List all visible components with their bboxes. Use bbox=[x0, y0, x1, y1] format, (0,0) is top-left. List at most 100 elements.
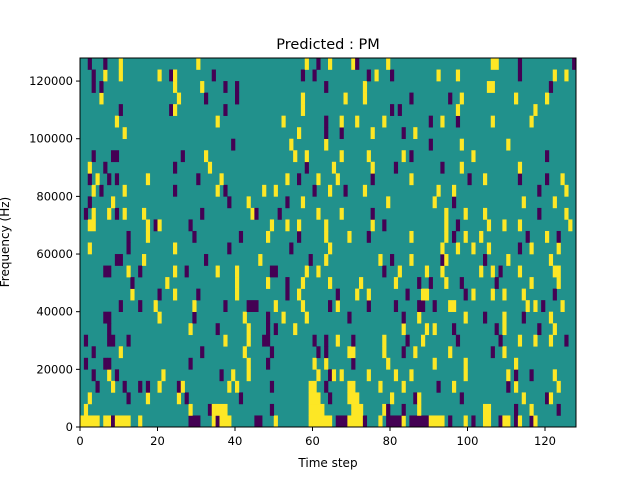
heatmap-cell bbox=[173, 161, 178, 174]
heatmap-cell bbox=[211, 403, 216, 416]
x-tick-label: 120 bbox=[534, 434, 556, 448]
heatmap-cell bbox=[347, 311, 352, 324]
y-tick-label: 80000 bbox=[36, 189, 73, 203]
heatmap-cell bbox=[204, 150, 209, 163]
heatmap-cell bbox=[548, 334, 554, 347]
heatmap-cell bbox=[514, 369, 519, 382]
heatmap-cell bbox=[266, 277, 271, 289]
heatmap-cell bbox=[440, 265, 445, 278]
heatmap-cell bbox=[91, 81, 96, 93]
heatmap-cell bbox=[432, 323, 437, 336]
heatmap-cell bbox=[250, 207, 255, 220]
heatmap-cell bbox=[471, 415, 476, 428]
heatmap-cell bbox=[83, 403, 89, 416]
heatmap-cell bbox=[374, 69, 379, 82]
heatmap-cell bbox=[211, 69, 216, 82]
heatmap-cell bbox=[215, 115, 220, 128]
heatmap-cell bbox=[324, 81, 329, 93]
heatmap-cell bbox=[483, 311, 488, 324]
heatmap-cell bbox=[157, 380, 162, 393]
heatmap-cell bbox=[91, 184, 96, 197]
heatmap-cell bbox=[552, 323, 557, 336]
heatmap-cell bbox=[436, 69, 441, 82]
heatmap-cell bbox=[463, 357, 468, 370]
heatmap-cell bbox=[297, 230, 302, 243]
heatmap-cell bbox=[386, 58, 391, 70]
heatmap-cell bbox=[328, 184, 333, 197]
heatmap-cell bbox=[192, 230, 197, 243]
heatmap-cell bbox=[483, 173, 488, 186]
heatmap-cell bbox=[390, 254, 395, 266]
heatmap-cell bbox=[339, 369, 344, 382]
heatmap-cell bbox=[545, 230, 550, 243]
heatmap-cell bbox=[564, 207, 569, 220]
heatmap-cell bbox=[324, 254, 329, 266]
heatmap-cell bbox=[432, 300, 437, 312]
heatmap-cell bbox=[103, 161, 108, 174]
heatmap-cell bbox=[564, 184, 569, 197]
heatmap-cell bbox=[366, 300, 371, 312]
heatmap-cell bbox=[304, 150, 309, 163]
heatmap-cell bbox=[258, 254, 263, 266]
heatmap-cell bbox=[343, 92, 348, 105]
heatmap-cell bbox=[161, 369, 166, 382]
heatmap-cell bbox=[517, 69, 523, 82]
heatmap-cell bbox=[316, 265, 321, 278]
heatmap-cell bbox=[114, 254, 123, 266]
heatmap-cell bbox=[289, 138, 294, 151]
heatmap-cell bbox=[293, 150, 298, 163]
heatmap-cell bbox=[525, 300, 530, 312]
heatmap-cell bbox=[99, 184, 104, 197]
heatmap-cell bbox=[308, 403, 325, 416]
heatmap-cell bbox=[246, 334, 251, 347]
heatmap-cell bbox=[254, 415, 263, 428]
heatmap-cell bbox=[273, 300, 278, 312]
heatmap-cell bbox=[118, 58, 123, 70]
heatmap-cell bbox=[316, 369, 321, 382]
heatmap-cell bbox=[145, 173, 151, 186]
heatmap-cell bbox=[452, 196, 457, 209]
heatmap-cell bbox=[145, 392, 151, 405]
heatmap-cell bbox=[285, 219, 290, 232]
y-axis-label: Frequency (Hz) bbox=[0, 197, 12, 288]
heatmap-cell bbox=[560, 300, 565, 312]
heatmap-cell bbox=[533, 334, 538, 347]
x-tick-label: 40 bbox=[228, 434, 243, 448]
heatmap-cell bbox=[114, 207, 120, 220]
heatmap-cell bbox=[192, 300, 197, 312]
heatmap-cell bbox=[452, 323, 457, 336]
heatmap-cell bbox=[126, 242, 131, 255]
heatmap-cell bbox=[455, 242, 461, 255]
y-tick-label: 40000 bbox=[36, 305, 73, 319]
heatmap-cell bbox=[300, 300, 306, 312]
heatmap-cell bbox=[463, 207, 468, 220]
heatmap-cell bbox=[103, 357, 108, 370]
heatmap-cell bbox=[269, 403, 275, 416]
x-tick-label: 0 bbox=[76, 434, 83, 448]
heatmap-cell bbox=[111, 196, 116, 209]
heatmap-cell bbox=[444, 207, 449, 220]
heatmap-cell bbox=[479, 230, 484, 243]
heatmap-cell bbox=[308, 254, 313, 266]
heatmap-cell bbox=[347, 392, 360, 405]
heatmap-cell bbox=[95, 380, 100, 393]
heatmap-cell bbox=[370, 127, 375, 140]
heatmap-cell bbox=[184, 265, 189, 278]
heatmap-cell bbox=[386, 415, 402, 428]
heatmap-cell bbox=[409, 173, 414, 186]
heatmap-cell bbox=[382, 115, 387, 128]
heatmap-cell bbox=[428, 415, 445, 428]
heatmap-cell bbox=[382, 346, 387, 359]
heatmap-cell bbox=[498, 415, 503, 428]
heatmap-cell bbox=[316, 173, 321, 186]
heatmap-cell bbox=[173, 81, 178, 93]
heatmap-cell bbox=[91, 207, 96, 220]
axes-frame bbox=[79, 57, 577, 428]
heatmap-cell bbox=[87, 392, 92, 405]
heatmap-cell bbox=[409, 415, 430, 428]
heatmap-cell bbox=[564, 69, 569, 82]
heatmap-cell bbox=[401, 415, 406, 428]
heatmap-cell bbox=[564, 334, 569, 347]
heatmap-cell bbox=[223, 81, 228, 93]
y-tick-label: 120000 bbox=[29, 74, 73, 88]
